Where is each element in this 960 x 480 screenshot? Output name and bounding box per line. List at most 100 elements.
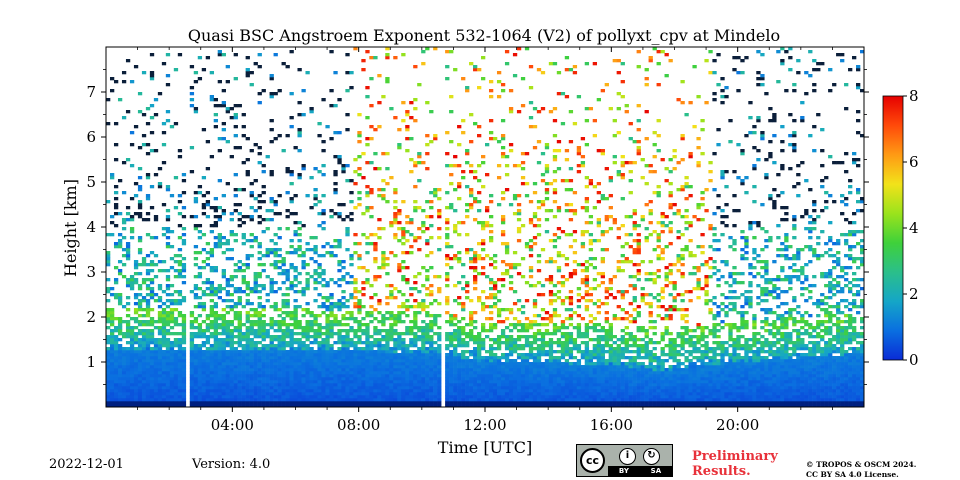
heatmap-cell [249,365,254,369]
heatmap-cell [500,332,506,336]
heatmap-cell [381,263,386,267]
heatmap-cell [237,299,242,303]
heatmap-cell [165,389,171,393]
heatmap-cell [237,362,242,366]
heatmap-cell [544,143,550,147]
heatmap-cell [349,200,354,204]
heatmap-cell [556,290,562,294]
heatmap-cell [217,242,222,246]
heatmap-cell [345,248,350,252]
heatmap-cell [265,350,270,354]
heatmap-cell [568,110,574,114]
heatmap-cell [393,404,398,408]
heatmap-cell [381,95,386,99]
heatmap-cell [261,356,266,360]
heatmap-cell [461,119,466,123]
heatmap-cell [433,347,438,351]
heatmap-cell [508,107,514,111]
heatmap-cell [201,383,207,387]
heatmap-cell [349,296,354,300]
heatmap-cell [197,380,203,384]
heatmap-cell [516,308,522,312]
heatmap-cell [385,272,390,276]
heatmap-cell [293,194,298,198]
heatmap-cell [469,191,474,195]
heatmap-cell [429,359,434,363]
heatmap-cell [109,395,115,399]
heatmap-cell [492,395,498,399]
heatmap-cell [277,272,282,276]
heatmap-cell [445,254,450,258]
heatmap-cell [205,371,211,375]
heatmap-cell [106,326,111,330]
heatmap-cell [385,359,390,363]
heatmap-cell [341,290,346,294]
heatmap-cell [485,386,490,390]
heatmap-cell [221,386,226,390]
heatmap-cell [393,362,398,366]
heatmap-cell [337,377,342,381]
heatmap-cell [500,392,506,396]
heatmap-cell [516,395,522,399]
heatmap-cell [289,374,294,378]
heatmap-cell [568,401,574,405]
heatmap-cell [217,392,222,396]
heatmap-cell [229,248,234,252]
heatmap-cell [453,356,458,360]
heatmap-cell [201,203,207,207]
heatmap-cell [193,200,199,204]
heatmap-cell [397,356,402,360]
heatmap-cell [137,236,143,240]
heatmap-cell [333,302,338,306]
heatmap-cell [309,347,314,351]
heatmap-cell [261,392,266,396]
heatmap-cell [245,383,250,387]
heatmap-cell [277,389,282,393]
heatmap-cell [145,341,151,345]
heatmap-cell [373,383,378,387]
heatmap-cell [536,359,542,363]
heatmap-cell [528,401,534,405]
heatmap-cell [520,356,526,360]
heatmap-cell [201,233,207,237]
heatmap-cell [173,398,179,402]
heatmap-cell [548,293,554,297]
heatmap-cell [417,362,422,366]
heatmap-cell [161,335,167,339]
heatmap-cell [445,245,450,249]
heatmap-cell [209,383,215,387]
heatmap-cell [508,323,514,327]
heatmap-cell [345,164,350,168]
heatmap-cell [552,155,558,159]
heatmap-cell [141,350,147,354]
heatmap-cell [393,206,398,210]
heatmap-cell [465,401,470,405]
heatmap-cell [229,323,234,327]
heatmap-cell [425,311,430,315]
heatmap-cell [564,188,570,192]
heatmap-cell [205,203,211,207]
heatmap-cell [133,365,139,369]
heatmap-cell [329,215,334,219]
heatmap-cell [173,401,179,405]
heatmap-cell [257,194,262,198]
heatmap-cell [445,404,450,408]
heatmap-cell [564,326,570,330]
heatmap-cell [405,266,410,270]
heatmap-cell [496,290,502,294]
heatmap-cell [133,317,139,321]
heatmap-cell [413,386,418,390]
heatmap-cell [425,335,430,339]
heatmap-cell [353,389,358,393]
heatmap-cell [341,296,346,300]
heatmap-cell [149,323,155,327]
heatmap-cell [121,275,127,279]
heatmap-cell [369,104,374,108]
heatmap-cell [528,347,534,351]
heatmap-cell [193,287,199,291]
heatmap-cell [125,395,131,399]
heatmap-cell [313,317,318,321]
heatmap-cell [552,326,558,330]
heatmap-cell [225,248,230,252]
heatmap-cell [273,251,278,255]
